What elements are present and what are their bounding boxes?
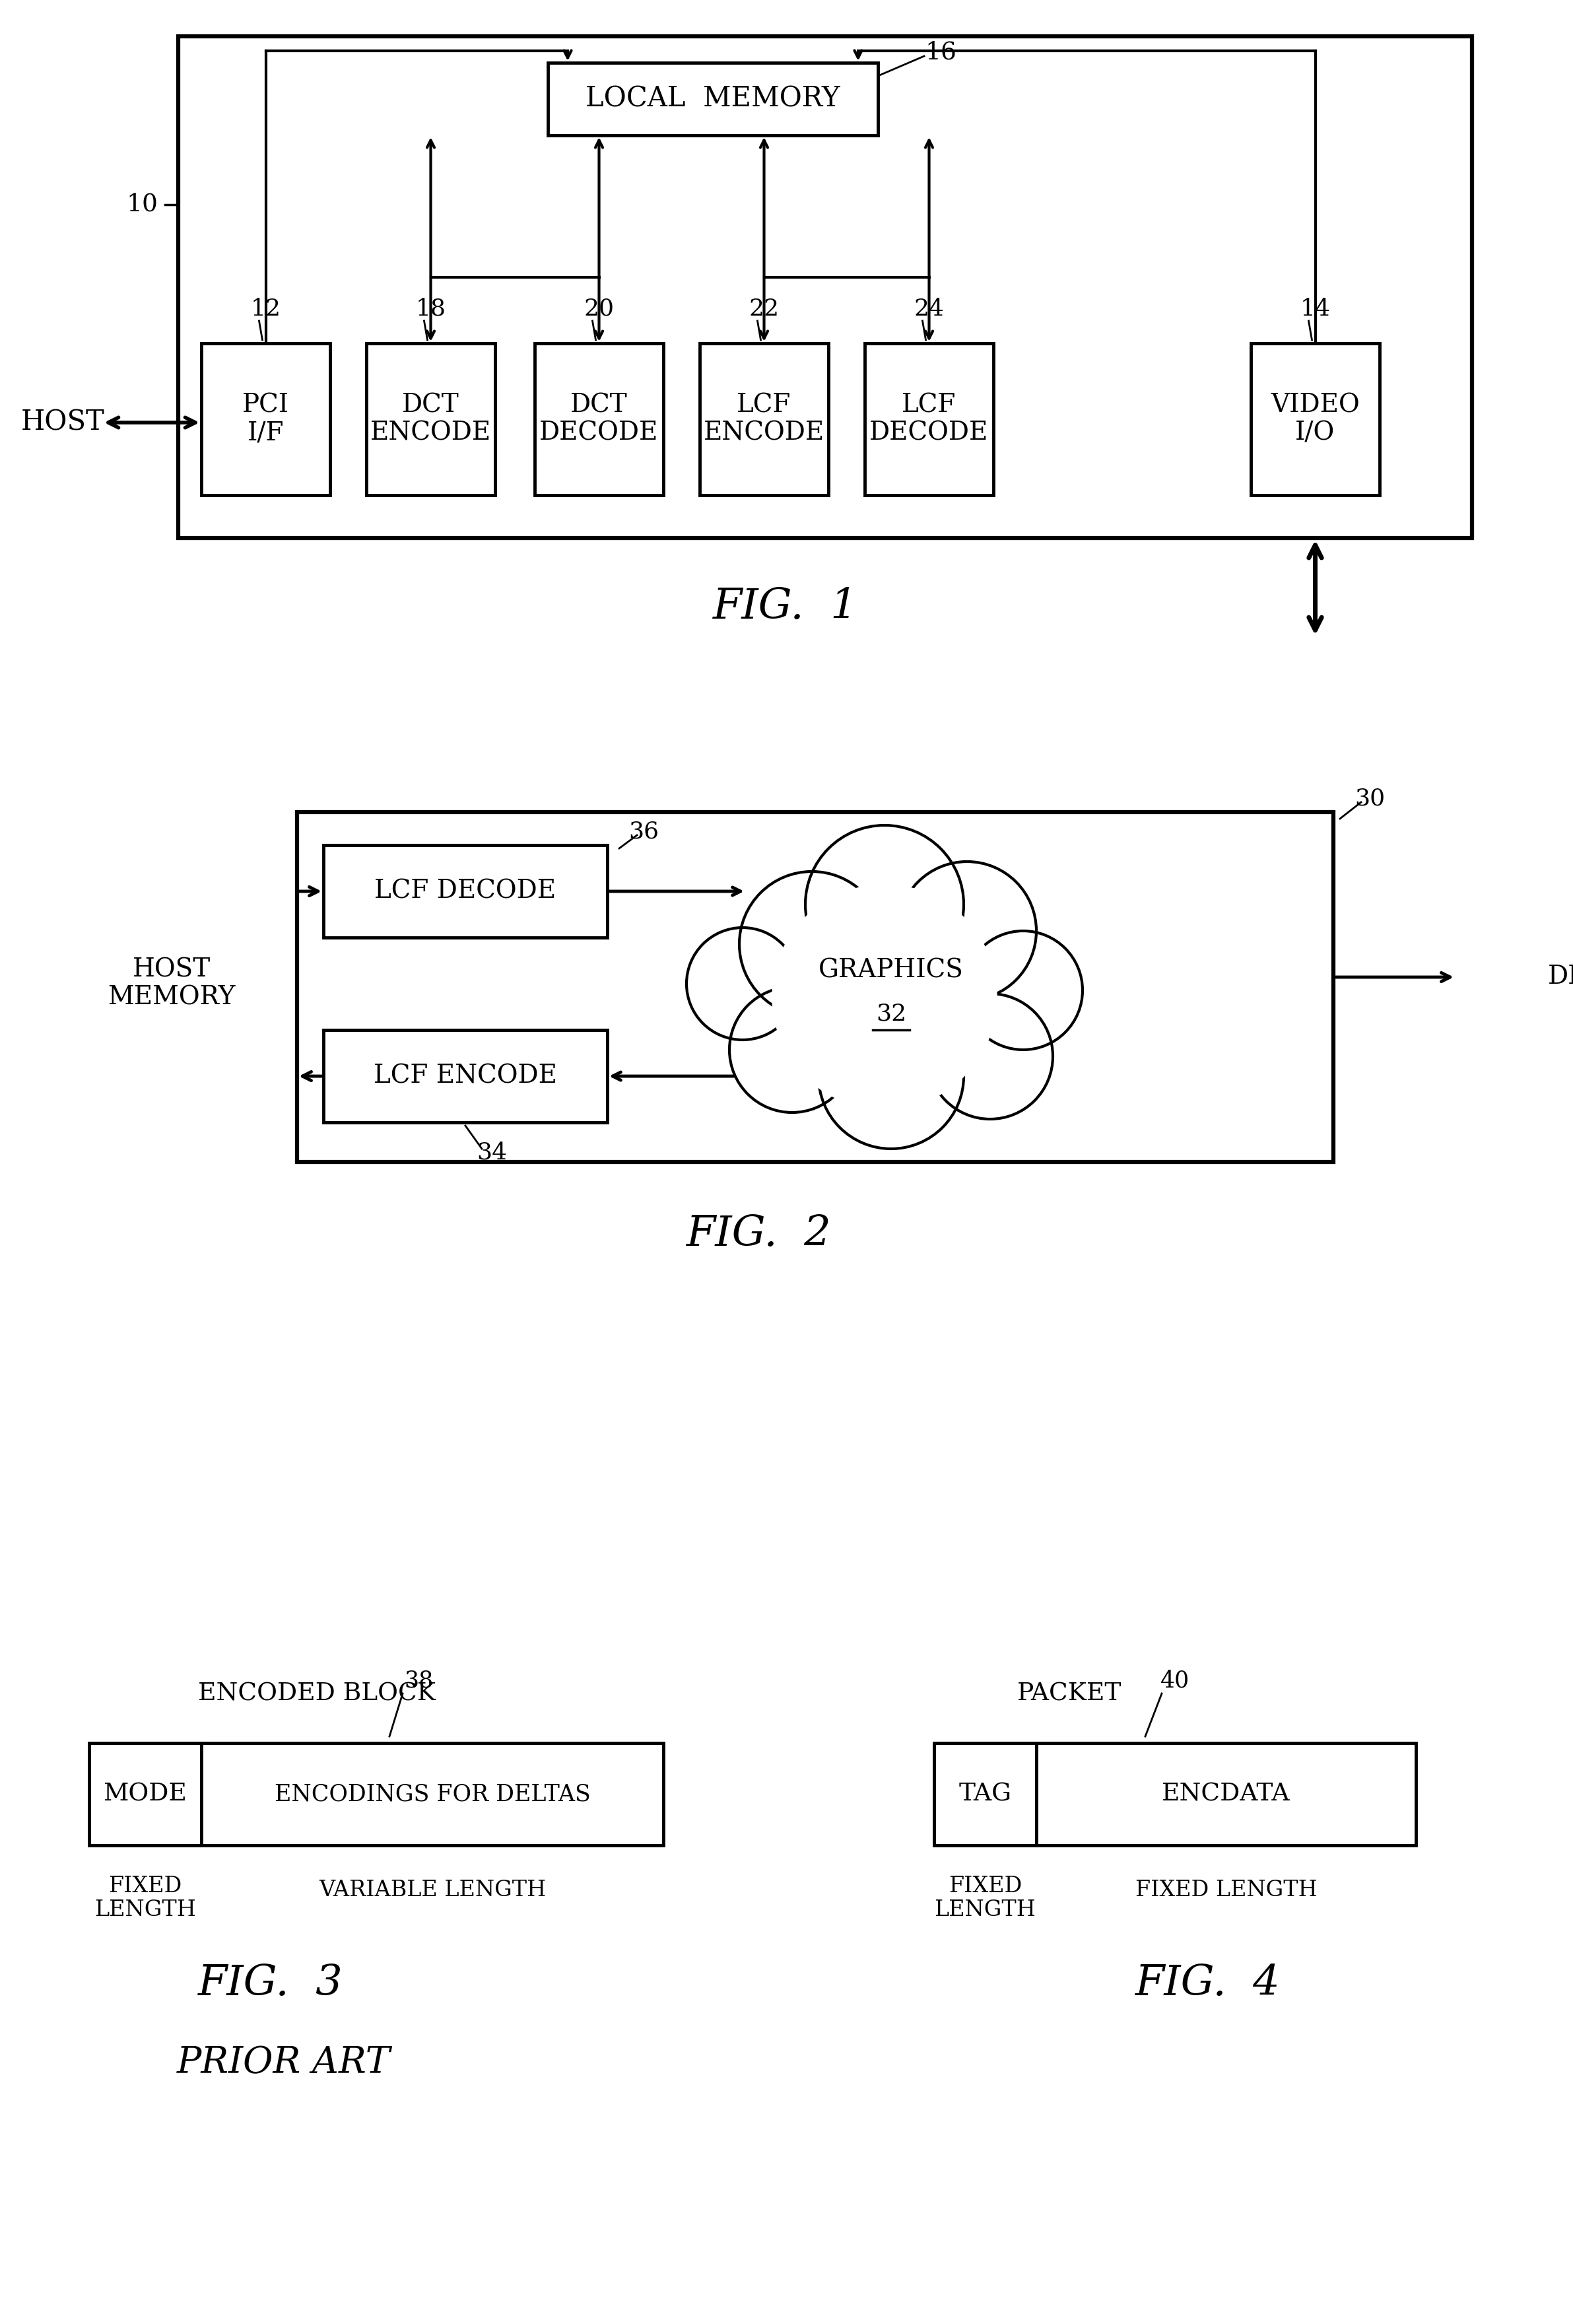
Text: FIXED
LENGTH: FIXED LENGTH [934,1875,1037,1922]
Bar [201,344,330,495]
Bar [367,344,495,495]
Text: 36: 36 [628,820,659,844]
Text: HOST
MEMORY: HOST MEMORY [109,957,236,1011]
Bar [90,1743,664,1845]
Text: 14: 14 [1299,297,1331,321]
Circle shape [898,862,1037,999]
Text: DCT
ENCODE: DCT ENCODE [370,393,491,446]
Circle shape [964,932,1082,1050]
Circle shape [686,927,799,1039]
Bar [535,344,664,495]
Circle shape [818,1004,964,1148]
Text: FIG.  2: FIG. 2 [686,1215,832,1255]
Circle shape [730,988,854,1113]
Circle shape [928,995,1052,1120]
Text: LCF
ENCODE: LCF ENCODE [703,393,824,446]
Circle shape [772,885,997,1109]
Text: ENCODINGS FOR DELTAS: ENCODINGS FOR DELTAS [274,1783,590,1806]
Text: 18: 18 [415,297,445,321]
Circle shape [739,872,884,1016]
Bar [178,37,1472,539]
Text: FIG.  4: FIG. 4 [1136,1964,1280,2003]
Text: VIDEO
I/O: VIDEO I/O [1271,393,1359,446]
Text: 24: 24 [914,297,944,321]
Bar [90,1743,201,1845]
Text: FIXED LENGTH: FIXED LENGTH [1136,1880,1317,1901]
Text: 22: 22 [749,297,779,321]
Text: PACKET: PACKET [1018,1683,1122,1706]
Text: HOST: HOST [20,409,104,437]
Text: MODE: MODE [104,1783,187,1806]
Circle shape [805,825,964,983]
Bar [547,63,878,135]
Text: 38: 38 [404,1669,434,1692]
Text: DISPLAY: DISPLAY [1548,964,1573,990]
Bar [934,1743,1037,1845]
Text: FIG.  1: FIG. 1 [713,588,857,627]
Text: 20: 20 [584,297,613,321]
Text: ENCODED BLOCK: ENCODED BLOCK [198,1683,436,1706]
Text: LOCAL  MEMORY: LOCAL MEMORY [585,86,840,114]
Text: 32: 32 [876,1002,906,1025]
Bar [865,344,994,495]
Bar [297,811,1334,1162]
Text: FIG.  3: FIG. 3 [198,1964,343,2003]
Bar [934,1743,1416,1845]
Text: LCF ENCODE: LCF ENCODE [374,1064,557,1088]
Text: 16: 16 [925,42,956,65]
Text: ENCDATA: ENCDATA [1162,1783,1290,1806]
Bar [1251,344,1380,495]
Text: 30: 30 [1354,788,1384,811]
Text: GRAPHICS: GRAPHICS [818,957,964,983]
Bar [700,344,829,495]
Text: 10: 10 [126,193,157,216]
Bar [324,1030,607,1122]
Text: 12: 12 [250,297,282,321]
Text: 40: 40 [1161,1669,1189,1692]
Bar [324,846,607,937]
Text: DCT
DECODE: DCT DECODE [540,393,659,446]
Text: VARIABLE LENGTH: VARIABLE LENGTH [319,1880,546,1901]
Text: TAG: TAG [958,1783,1011,1806]
Text: PCI
I/F: PCI I/F [242,393,289,446]
Text: FIXED
LENGTH: FIXED LENGTH [94,1875,197,1922]
Text: PRIOR ART: PRIOR ART [178,2045,390,2082]
Text: LCF
DECODE: LCF DECODE [870,393,988,446]
Text: 34: 34 [477,1141,507,1164]
Text: LCF DECODE: LCF DECODE [374,878,557,904]
